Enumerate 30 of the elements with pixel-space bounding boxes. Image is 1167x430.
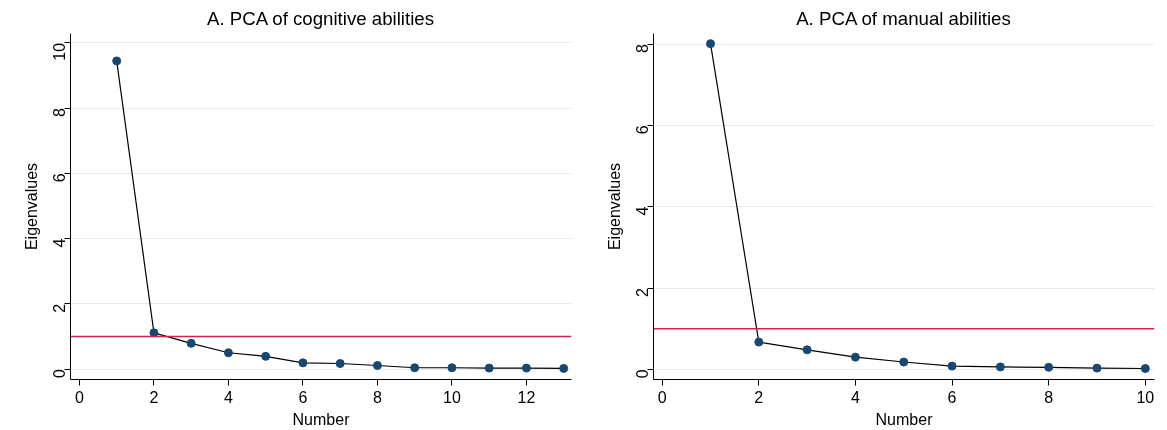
y-axis-title: Eigenvalues bbox=[605, 162, 623, 251]
y-axis-title: Eigenvalues bbox=[22, 162, 40, 251]
x-tick-label: 10 bbox=[1136, 388, 1155, 406]
y-tick-label: 6 bbox=[634, 125, 652, 135]
y-tick-label: 4 bbox=[51, 238, 69, 248]
x-axis-title: Number bbox=[292, 410, 351, 428]
x-tick-label: 2 bbox=[754, 388, 764, 406]
y-tick-label: 10 bbox=[51, 42, 69, 61]
chart-title: A. PCA of cognitive abilities bbox=[206, 7, 435, 29]
y-tick-label: 8 bbox=[51, 108, 69, 118]
chart-title: A. PCA of manual abilities bbox=[796, 7, 1011, 29]
y-tick-label: 8 bbox=[634, 43, 652, 53]
x-tick-label: 0 bbox=[74, 388, 84, 406]
x-tick-label: 8 bbox=[372, 388, 382, 406]
x-tick-label: 8 bbox=[1044, 388, 1054, 406]
x-tick-label: 6 bbox=[298, 388, 308, 406]
x-tick-label: 4 bbox=[223, 388, 233, 406]
y-tick-label: 4 bbox=[634, 206, 652, 216]
x-tick-label: 12 bbox=[517, 388, 536, 406]
x-tick-label: 0 bbox=[657, 388, 667, 406]
y-tick-label: 6 bbox=[51, 173, 69, 183]
y-tick-label: 2 bbox=[634, 287, 652, 297]
y-tick-label: 2 bbox=[51, 303, 69, 313]
x-axis-title: Number bbox=[875, 410, 934, 428]
x-tick-label: 4 bbox=[851, 388, 860, 406]
x-tick-label: 2 bbox=[149, 388, 159, 406]
x-tick-label: 10 bbox=[443, 388, 461, 406]
x-tick-label: 6 bbox=[947, 388, 957, 406]
y-tick-label: 0 bbox=[51, 368, 69, 378]
y-tick-label: 0 bbox=[634, 369, 652, 379]
